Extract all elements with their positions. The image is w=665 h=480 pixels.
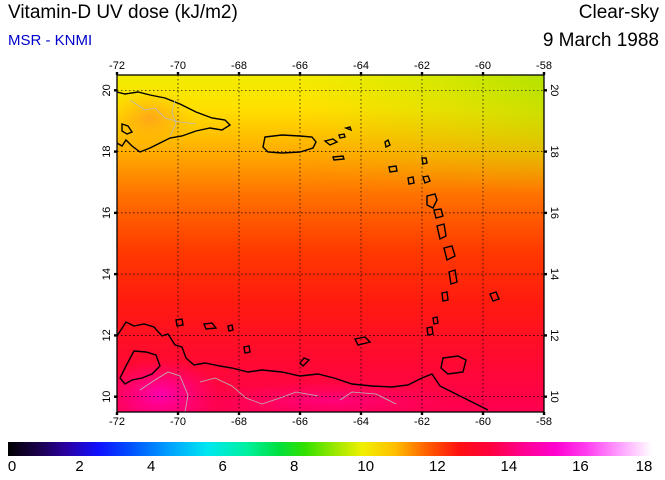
anguilla-barbuda [384, 138, 398, 173]
lat-tick-label-left: 16 [101, 207, 113, 219]
uv-dose-field [117, 75, 544, 412]
tick-mark [237, 72, 241, 75]
colorbar-tick-label: 10 [357, 458, 375, 475]
tick-mark [544, 89, 547, 92]
lon-tick-label-top: -68 [231, 60, 247, 72]
tick-mark [114, 334, 117, 337]
tick-mark [298, 72, 302, 75]
tick-mark [298, 412, 302, 415]
lon-tick-label-bottom: -64 [353, 416, 369, 428]
tick-mark [114, 272, 117, 276]
tick-mark [542, 72, 546, 75]
lon-tick-label-top: -66 [292, 60, 308, 72]
colorbar-tick-label: 4 [146, 458, 156, 475]
abc-islands [175, 318, 234, 332]
lon-tick-label-bottom: -66 [292, 416, 308, 428]
tick-mark [481, 72, 485, 75]
lon-tick-label-top: -60 [475, 60, 491, 72]
lat-tick-label-right: 12 [548, 329, 560, 341]
lon-tick-label-bottom: -60 [475, 416, 491, 428]
venezuela-lake [119, 350, 161, 385]
south-america-coast [117, 321, 489, 411]
map-date-label: 9 March 1988 [542, 30, 659, 51]
tick-mark [542, 412, 546, 415]
tick-mark [114, 150, 117, 153]
lat-tick-label-left: 14 [101, 268, 113, 280]
tick-mark [115, 72, 119, 75]
lon-tick-label-top: -62 [414, 60, 430, 72]
lon-tick-label-bottom: -58 [536, 416, 552, 428]
lon-tick-label-bottom: -70 [170, 416, 186, 428]
colorbar-tick-label: 2 [75, 458, 84, 475]
tick-mark [359, 72, 363, 75]
lon-tick-label-top: -70 [170, 60, 186, 72]
lat-tick-label-left: 20 [101, 84, 113, 96]
trinidad [440, 355, 467, 375]
tick-mark [115, 412, 119, 415]
tick-mark [544, 211, 547, 215]
lon-tick-label-top: -72 [109, 60, 125, 72]
hispaniola-coast [117, 91, 232, 153]
lon-tick-label-bottom: -72 [109, 416, 125, 428]
lon-tick-label-top: -64 [353, 60, 369, 72]
puerto-rico-coast [262, 134, 317, 154]
grenada [426, 316, 439, 336]
tick-mark [237, 412, 241, 415]
colorbar-tick-label: 0 [7, 458, 17, 475]
lat-tick-label-right: 10 [548, 391, 560, 403]
uv-dose-map: -72 -72 -70 -70 -68 -68 -66 -66 -64 -64 -62 -62 -60 -… [101, 60, 560, 428]
tick-mark [481, 412, 485, 415]
lon-tick-label-top: -58 [536, 60, 552, 72]
barbados [489, 291, 500, 302]
colorbar-tick-label: 12 [428, 458, 446, 475]
colorbar-tick-label: 14 [500, 458, 518, 475]
lat-tick-label-right: 16 [548, 207, 560, 219]
lat-tick-label-right: 14 [548, 268, 560, 280]
map-frame [116, 74, 545, 413]
dominica-martinique [436, 223, 456, 262]
tick-mark [420, 72, 424, 75]
lat-tick-label-right: 20 [548, 84, 560, 96]
tick-mark [176, 72, 180, 75]
hispaniola-north [121, 123, 134, 135]
st-lucia-vincent [441, 269, 458, 302]
tick-mark [544, 150, 547, 153]
lat-lon-grid [117, 75, 544, 412]
sky-condition-label: Clear-sky [578, 2, 659, 23]
colorbar [8, 442, 652, 456]
colorbar-tick-label: 8 [290, 458, 299, 475]
tick-mark [544, 334, 547, 337]
tick-mark [114, 211, 117, 215]
coastlines [117, 91, 500, 411]
colorbar-tick-label: 6 [218, 458, 227, 475]
antigua-guadeloupe [407, 157, 444, 219]
colorbar-tick-label: 16 [572, 458, 589, 475]
tick-mark [359, 412, 363, 415]
colorbar-tick-label: 18 [635, 458, 653, 475]
lat-tick-label-left: 12 [101, 329, 113, 341]
lat-tick-label-right: 18 [548, 145, 560, 157]
lon-tick-label-bottom: -68 [231, 416, 247, 428]
map-source-label: MSR - KNMI [8, 32, 93, 49]
axis-ticks: -72 -72 -70 -70 -68 -68 -66 -66 -64 -64 -62 -62 -60 -… [101, 60, 560, 428]
tick-mark [176, 412, 180, 415]
lat-tick-label-left: 10 [101, 391, 113, 403]
virgin-islands [323, 126, 353, 161]
venezuela-bays [243, 345, 311, 367]
tick-mark [420, 412, 424, 415]
map-title: Vitamin-D UV dose (kJ/m2) [8, 2, 238, 23]
tick-mark [544, 395, 547, 398]
lon-tick-label-bottom: -62 [414, 416, 430, 428]
tick-mark [114, 89, 117, 92]
lat-tick-label-left: 18 [101, 145, 113, 157]
tick-mark [544, 272, 547, 276]
country-borders [129, 99, 397, 412]
margarita [353, 336, 372, 346]
tick-mark [114, 395, 117, 398]
